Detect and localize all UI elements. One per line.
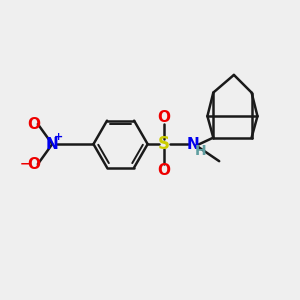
Text: O: O (158, 163, 171, 178)
Text: S: S (158, 135, 170, 153)
Text: O: O (158, 110, 171, 125)
Text: O: O (27, 157, 40, 172)
Text: −: − (20, 158, 31, 171)
Text: H: H (195, 144, 207, 158)
Text: N: N (46, 136, 58, 152)
Text: +: + (54, 132, 63, 142)
Text: O: O (27, 117, 40, 132)
Text: N: N (186, 136, 199, 152)
